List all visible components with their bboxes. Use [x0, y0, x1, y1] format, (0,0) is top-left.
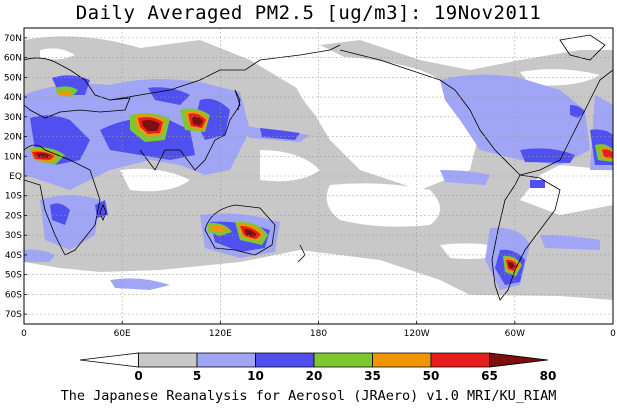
- coastlines: [24, 34, 613, 301]
- colorbar-label: 20: [306, 369, 323, 383]
- latitude-tick-label: 10S: [5, 192, 22, 202]
- longitude-tick-label: 0: [610, 329, 616, 339]
- colorbar-label: 80: [540, 369, 557, 383]
- footer-credit: The Japanese Reanalysis for Aerosol (JRA…: [60, 388, 557, 404]
- latitude-tick-label: 70S: [5, 310, 22, 320]
- longitude-tick-label: 180: [310, 329, 327, 339]
- latitude-tick-label: 30N: [4, 113, 22, 123]
- latitude-tick-label: 20N: [4, 133, 22, 143]
- colorbar-segment: [138, 352, 198, 368]
- colorbar-label: 35: [364, 369, 381, 383]
- colorbar-label: 65: [481, 369, 498, 383]
- colorbar-segment: [196, 352, 256, 368]
- colorbar-segment: [255, 352, 315, 368]
- latitude-tick-label: 40N: [4, 93, 22, 103]
- latitude-tick-label: 50N: [4, 73, 22, 83]
- darkred-concentration-areas: [36, 116, 515, 269]
- longitude-tick-label: 120E: [209, 329, 232, 339]
- clean-air-areas: [40, 48, 600, 259]
- latitude-tick-label: EQ: [9, 172, 22, 182]
- latitude-tick-label: 20S: [5, 211, 22, 221]
- colorbar-segment: [313, 352, 373, 368]
- latitude-tick-label: 70N: [4, 34, 22, 44]
- latitude-tick-label: 60S: [5, 290, 22, 300]
- longitude-tick-label: 120W: [404, 329, 430, 339]
- colorbar-label: 50: [423, 369, 440, 383]
- map-title: Daily Averaged PM2.5 [ug/m3]: 19Nov2011: [75, 2, 542, 24]
- latitude-tick-label: 50S: [5, 271, 22, 281]
- colorbar-segment: [489, 352, 549, 368]
- colorbar-label: 5: [193, 369, 201, 383]
- latitude-tick-label: 30S: [5, 231, 22, 241]
- colorbar-segment: [79, 352, 139, 368]
- colorbar-segment: [430, 352, 490, 368]
- latitude-tick-label: 10N: [4, 152, 22, 162]
- colorbar-segment: [372, 352, 432, 368]
- colorbar-label: 0: [134, 369, 142, 383]
- latitude-labels: 70N 60N 50N 40N 30N 20N 10N EQ 10S 20S 30S 40S 50S 60…: [4, 34, 27, 320]
- colorbar: 0 5 10 20 35 50 65 80: [79, 352, 557, 383]
- colorbar-label: 10: [247, 369, 264, 383]
- longitude-tick-label: 0: [21, 329, 27, 339]
- latitude-tick-label: 40S: [5, 251, 22, 261]
- longitude-tick-label: 60W: [505, 329, 525, 339]
- longitude-labels: 0 60E 120E 180 120W 60W 0: [21, 321, 616, 339]
- latitude-tick-label: 60N: [4, 54, 22, 64]
- longitude-tick-label: 60E: [114, 329, 131, 339]
